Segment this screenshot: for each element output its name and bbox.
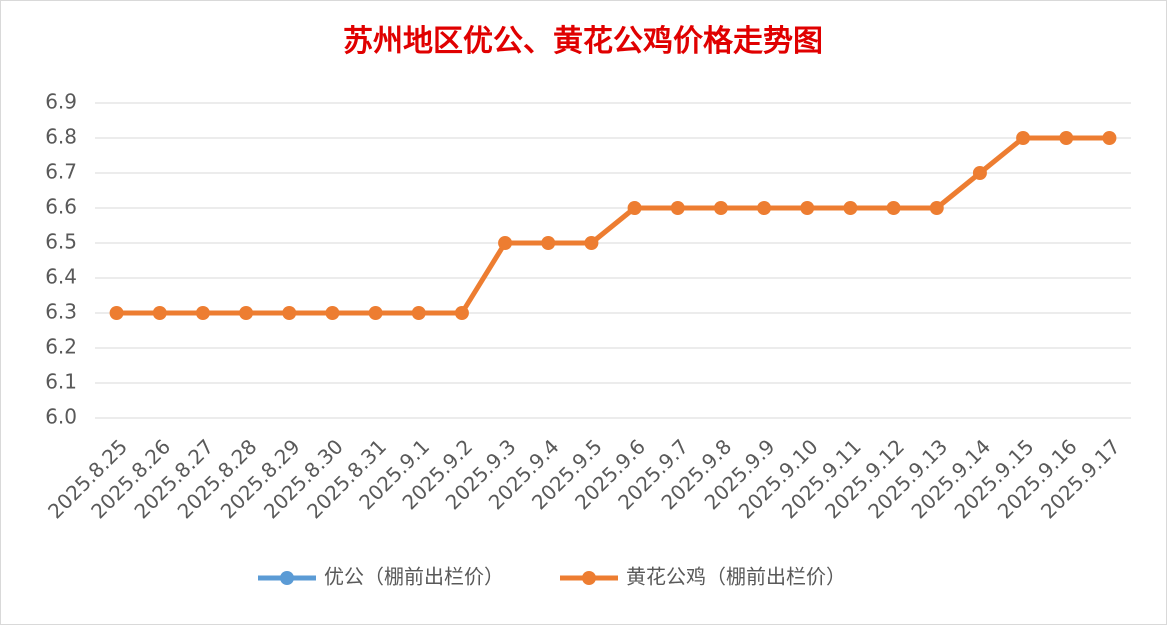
data-point	[195, 306, 210, 320]
data-point	[1102, 131, 1117, 145]
data-point	[239, 306, 254, 320]
data-point	[584, 236, 599, 250]
data-point	[152, 306, 167, 320]
data-point	[1016, 131, 1031, 145]
y-tick-label: 6.7	[45, 160, 77, 184]
data-point	[713, 201, 728, 215]
legend-marker	[582, 571, 596, 585]
data-point	[541, 236, 556, 250]
data-point	[325, 306, 340, 320]
data-point	[368, 306, 383, 320]
legend-marker	[280, 571, 294, 585]
data-point	[757, 201, 772, 215]
y-tick-label: 6.1	[45, 370, 77, 394]
data-point	[929, 201, 944, 215]
data-point	[800, 201, 815, 215]
data-point	[627, 201, 642, 215]
data-point	[411, 306, 426, 320]
y-tick-label: 6.0	[45, 405, 77, 429]
y-tick-label: 6.4	[45, 265, 77, 289]
y-tick-label: 6.9	[45, 90, 77, 114]
y-tick-label: 6.5	[45, 230, 77, 254]
y-tick-label: 6.2	[45, 335, 77, 359]
data-point	[843, 201, 858, 215]
chart-title: 苏州地区优公、黄花公鸡价格走势图	[343, 24, 823, 59]
y-tick-label: 6.3	[45, 300, 77, 324]
data-point	[282, 306, 297, 320]
y-tick-label: 6.6	[45, 195, 77, 219]
data-point	[972, 166, 987, 180]
data-point	[670, 201, 685, 215]
legend-label: 黄花公鸡（棚前出栏价）	[626, 565, 846, 589]
y-tick-label: 6.8	[45, 125, 77, 149]
data-point	[498, 236, 513, 250]
data-point	[1059, 131, 1074, 145]
data-point	[886, 201, 901, 215]
data-point	[109, 306, 124, 320]
series-line	[116, 135, 1110, 316]
legend-label: 优公（棚前出栏价）	[324, 565, 504, 589]
data-point	[454, 306, 469, 320]
